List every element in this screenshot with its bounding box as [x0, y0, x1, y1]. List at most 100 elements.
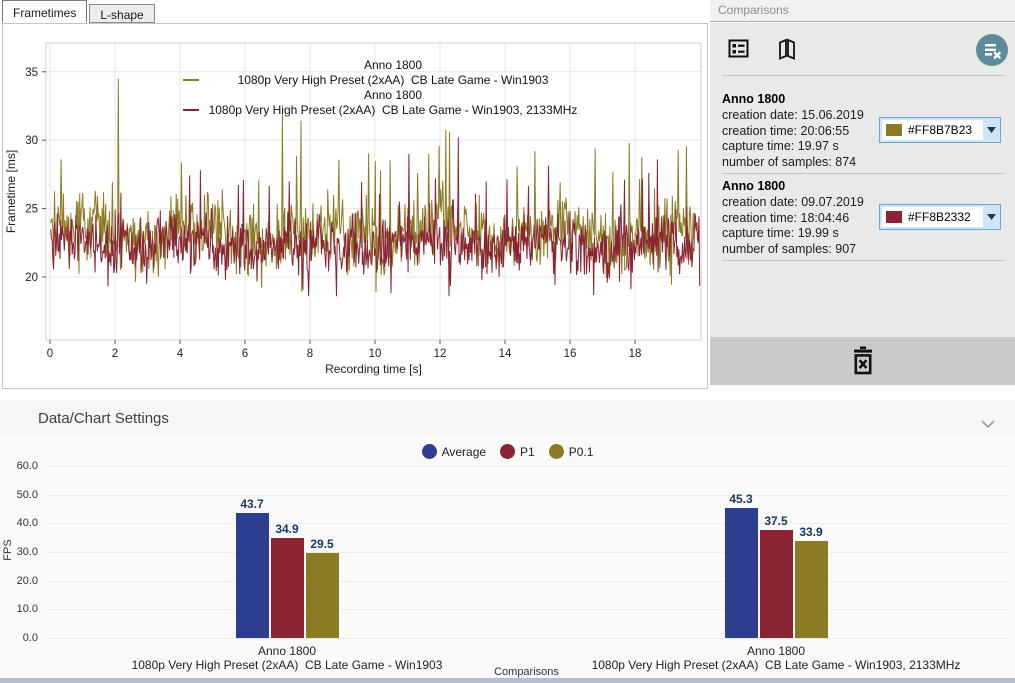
legend-label: Average — [441, 444, 487, 459]
x-tick-label: 10 — [369, 348, 382, 360]
grid-line-horizontal — [45, 580, 1008, 582]
y-tick-label: 35 — [25, 67, 38, 79]
x-tick-label: 14 — [499, 348, 512, 360]
fps-bar-chart: Average P1 P0.1 FPS 0.0 10.0 20.0 30.0 40.0 5… — [0, 437, 1015, 678]
tab-lshape[interactable]: L-shape — [89, 4, 155, 23]
frametime-plot: 20 25 30 35 0 2 4 6 8 10 12 14 16 18 Recording time [s… — [4, 42, 702, 376]
toolbar-separator — [722, 75, 1005, 76]
color-hex-value: #FF8B2332 — [908, 210, 971, 224]
frametime-series-2 — [50, 137, 701, 297]
bar-p0.1 — [305, 553, 339, 638]
number-of-samples: number of samples: 907 — [722, 241, 857, 256]
entry-separator — [722, 260, 1005, 261]
details-view-icon — [728, 39, 749, 58]
legend-label: P0.1 — [568, 444, 594, 459]
comparisons-panel: Comparisons — [710, 0, 1015, 389]
x-tick-label: 4 — [177, 348, 184, 360]
bar-value-label: 45.3 — [729, 491, 753, 506]
color-hex-value: #FF8B7B23 — [908, 123, 973, 137]
y-tick-label: 40.0 — [16, 517, 38, 530]
color-select-1[interactable]: #FF8B7B23 — [879, 117, 1001, 143]
bar-average — [724, 507, 758, 638]
plot-border — [45, 42, 702, 341]
color-field: #FF8B7B23 — [882, 120, 983, 140]
bar-value-label: 43.7 — [240, 496, 264, 511]
grid-line-horizontal — [45, 465, 1008, 467]
legend-entry-win1903: Anno 1800 1080p Very High Preset (2xAA) … — [153, 58, 633, 88]
x-tick-label: 0 — [47, 348, 53, 360]
tab-frametimes[interactable]: Frametimes — [2, 0, 88, 23]
legend-entry-2133mhz: Anno 1800 1080p Very High Preset (2xAA) … — [153, 88, 633, 118]
comparisons-action-bar — [710, 337, 1015, 385]
y-tick-label: 10.0 — [16, 603, 38, 616]
legend-subtitle: 1080p Very High Preset (2xAA) CB Late Ga… — [208, 103, 578, 117]
color-swatch-olive — [886, 124, 902, 136]
legend-item-average: Average — [421, 444, 487, 459]
details-view-button[interactable] — [728, 38, 749, 64]
number-of-samples: number of samples: 874 — [722, 154, 857, 169]
x-tick-label: 12 — [434, 348, 447, 360]
series-marker-olive — [183, 79, 199, 81]
bar-group-label: Anno 1800 — [746, 644, 806, 658]
legend-item-p1: P1 — [500, 444, 535, 459]
x-tick-label: 18 — [629, 348, 642, 360]
delete-comparison-button[interactable] — [850, 346, 876, 376]
comparison-entry-1: Anno 1800 creation date: 15.06.2019 crea… — [722, 91, 882, 170]
frametime-series-1 — [50, 78, 700, 293]
record-title: Anno 1800 — [722, 179, 786, 193]
legend-dot-p1 — [500, 444, 516, 459]
comparisons-content: Anno 1800 creation date: 15.06.2019 crea… — [710, 23, 1015, 385]
y-tick-label: 30.0 — [16, 545, 38, 558]
y-tick-label: 20.0 — [16, 574, 38, 587]
data-chart-settings-expander[interactable]: Data/Chart Settings — [0, 400, 1015, 437]
creation-date: creation date: 09.07.2019 — [722, 195, 864, 209]
series-marker-red — [183, 109, 199, 111]
dropdown-arrow-icon[interactable] — [983, 127, 1000, 133]
legend-label: P1 — [520, 444, 535, 459]
frametime-legend: Anno 1800 1080p Very High Preset (2xAA) … — [153, 58, 633, 118]
creation-date: creation date: 15.06.2019 — [722, 108, 864, 122]
color-field: #FF8B2332 — [882, 207, 983, 227]
bar-value-label: 34.9 — [275, 521, 299, 536]
legend-item-p01: P0.1 — [548, 444, 594, 459]
bar-group-label: Anno 1800 — [257, 644, 317, 658]
grid-line-horizontal — [45, 494, 1008, 496]
color-select-2[interactable]: #FF8B2332 — [879, 204, 1001, 230]
grid-line-horizontal — [45, 609, 1008, 611]
x-tick-label: 6 — [242, 348, 248, 360]
y-tick-label: 20 — [25, 272, 38, 284]
capture-time: capture time: 19.99 s — [722, 226, 839, 240]
chevron-down-icon — [981, 415, 995, 433]
y-tick-label: 60.0 — [16, 459, 38, 472]
grid-line-horizontal — [45, 638, 1008, 639]
frametime-chart-panel: 20 25 30 35 0 2 4 6 8 10 12 14 16 18 Recording time [s… — [2, 23, 708, 389]
report-pages-icon — [779, 38, 795, 60]
x-tick-label: 2 — [112, 348, 118, 360]
legend-title: Anno 1800 — [363, 88, 423, 102]
bar-group-sublabel: 1080p Very High Preset (2xAA) CB Late Ga… — [591, 658, 961, 672]
clear-list-icon — [976, 34, 1008, 66]
y-tick-label: 0.0 — [22, 632, 38, 644]
x-axis-title: Recording time [s] — [325, 362, 422, 376]
color-swatch-red — [886, 211, 902, 223]
y-tick-label: 30 — [25, 135, 38, 147]
legend-title: Anno 1800 — [363, 58, 423, 72]
bar-chart-x-axis-label: Comparisons — [494, 666, 559, 678]
report-view-button[interactable] — [776, 38, 798, 65]
y-tick-label: 50.0 — [16, 488, 38, 501]
bar-p1 — [759, 530, 793, 638]
creation-time: creation time: 18:04:46 — [722, 210, 850, 225]
creation-time: creation time: 20:06:55 — [722, 123, 850, 138]
bar-p1 — [270, 537, 304, 638]
clear-comparison-list-button[interactable] — [976, 34, 1008, 66]
legend-subtitle: 1080p Very High Preset (2xAA) CB Late Ga… — [237, 73, 549, 87]
dropdown-arrow-icon[interactable] — [983, 214, 1000, 220]
y-tick-label: 25 — [25, 204, 38, 216]
capture-time: capture time: 19.97 s — [722, 139, 839, 153]
entry-separator — [722, 173, 1005, 174]
bar-p0.1 — [794, 540, 828, 638]
x-tick-label: 16 — [564, 348, 577, 360]
bar-value-label: 33.9 — [799, 524, 823, 539]
bar-group-sublabel: 1080p Very High Preset (2xAA) CB Late Ga… — [131, 658, 443, 672]
